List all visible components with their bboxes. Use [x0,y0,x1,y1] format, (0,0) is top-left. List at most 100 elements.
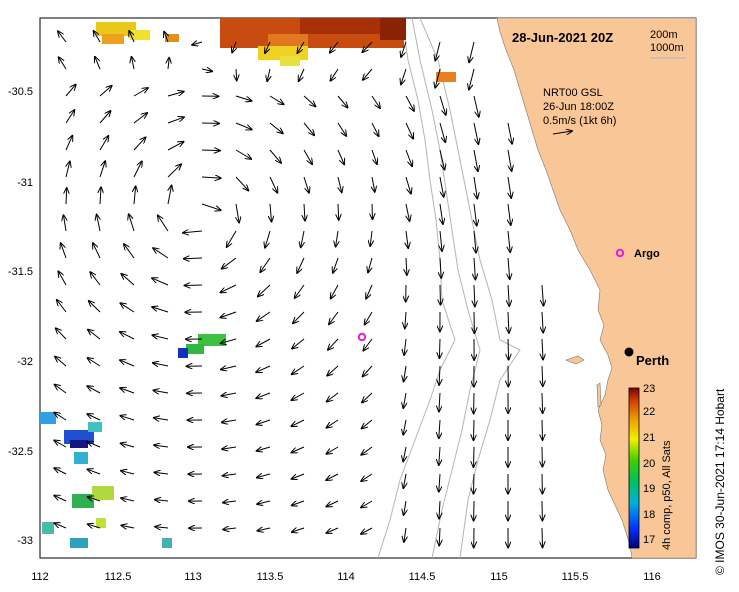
current-vector [58,31,67,43]
y-tick: -32.5 [8,446,33,458]
current-vector [365,311,373,325]
current-vector [257,501,271,504]
current-vector [121,471,135,474]
depth-legend-1000m: 1000m [650,42,684,54]
current-vector [292,528,305,532]
current-vector [133,137,146,151]
x-tick: 112.5 [105,571,132,583]
current-vector [370,230,372,246]
current-vector [201,177,221,178]
current-vector [333,257,339,273]
current-vector [439,122,445,142]
current-vector [507,149,512,171]
current-vector [55,385,67,394]
current-vector [232,41,236,52]
current-vector [184,258,203,259]
current-vector [133,88,148,97]
current-vector [435,68,441,88]
current-vector [120,360,135,367]
current-vector [99,136,108,151]
current-vector [88,330,101,340]
current-vector [404,365,406,381]
rottnest-island [565,355,585,365]
current-vector [474,446,475,467]
current-vector [223,501,237,503]
current-vector [153,248,169,259]
current-vector [440,230,442,251]
current-vector [474,230,476,253]
current-vector [164,32,168,43]
current-vector [220,311,237,318]
current-vector [154,445,169,447]
current-vector [331,68,339,81]
depth-legend-200m: 200m [650,29,678,41]
current-vector [405,95,414,111]
current-vector [542,338,543,359]
colorbar-label: 4h comp, p50, All Sats [661,440,673,550]
x-axis: 112 112.5 113 113.5 114 114.5 115 115.5 … [31,571,661,583]
colorbar-tick: 22 [643,406,655,418]
current-vector [361,500,373,508]
current-vector [223,528,237,530]
current-vector [439,419,440,438]
current-vector [474,257,475,279]
current-vector [185,285,203,286]
current-vector [257,311,271,321]
current-vector [168,186,172,205]
x-tick: 114 [337,571,355,583]
y-tick: -31.5 [8,266,33,278]
land-mass [496,17,697,559]
colorbar-tick: 17 [643,534,655,546]
sst-data-pixels [40,18,456,548]
current-vector [153,390,169,393]
current-vector [405,122,413,139]
current-vector [292,338,305,349]
current-vector [54,440,67,448]
imos-credit: © IMOS 30-Jun-2021 17:14 Hobart [713,388,727,575]
current-vector [88,524,101,528]
current-vector [133,113,147,124]
current-vector [269,95,284,104]
current-vectors [54,31,543,547]
current-vector [295,284,305,298]
current-vector [326,500,339,507]
current-vector [439,527,440,545]
date-title: 28-Jun-2021 20Z [512,30,613,45]
current-vector [269,122,283,133]
current-vector [474,473,475,494]
current-vector [192,42,203,45]
current-vector [338,176,342,192]
argo-label: Argo [634,248,660,260]
current-vector [257,447,271,451]
current-vector [87,442,101,448]
colorbar-tick: 18 [643,509,655,521]
current-vector [236,203,239,222]
current-vector [99,161,105,178]
current-vector [362,392,373,402]
current-vector [435,41,441,60]
current-vector [167,92,184,97]
current-vector [223,474,237,476]
current-vector [403,446,406,461]
current-vector [303,176,309,193]
current-vector [121,274,135,286]
current-vector [368,257,372,272]
x-tick: 116 [643,571,661,583]
info-scale: 0.5m/s (1kt 6h) [543,115,616,127]
current-vector [235,176,248,190]
current-vector [404,338,406,355]
current-vector [405,311,406,328]
current-vector [361,527,373,534]
current-vector [439,95,446,115]
current-vector [331,284,339,299]
current-vector [256,338,271,347]
isobath-200m [411,17,481,559]
current-vector [89,301,101,313]
current-vector [256,365,271,372]
current-vector [508,338,509,360]
current-vector [542,419,543,440]
current-vector [405,149,412,166]
current-vector [133,161,142,178]
current-vector [65,136,72,151]
current-vector [297,41,305,53]
